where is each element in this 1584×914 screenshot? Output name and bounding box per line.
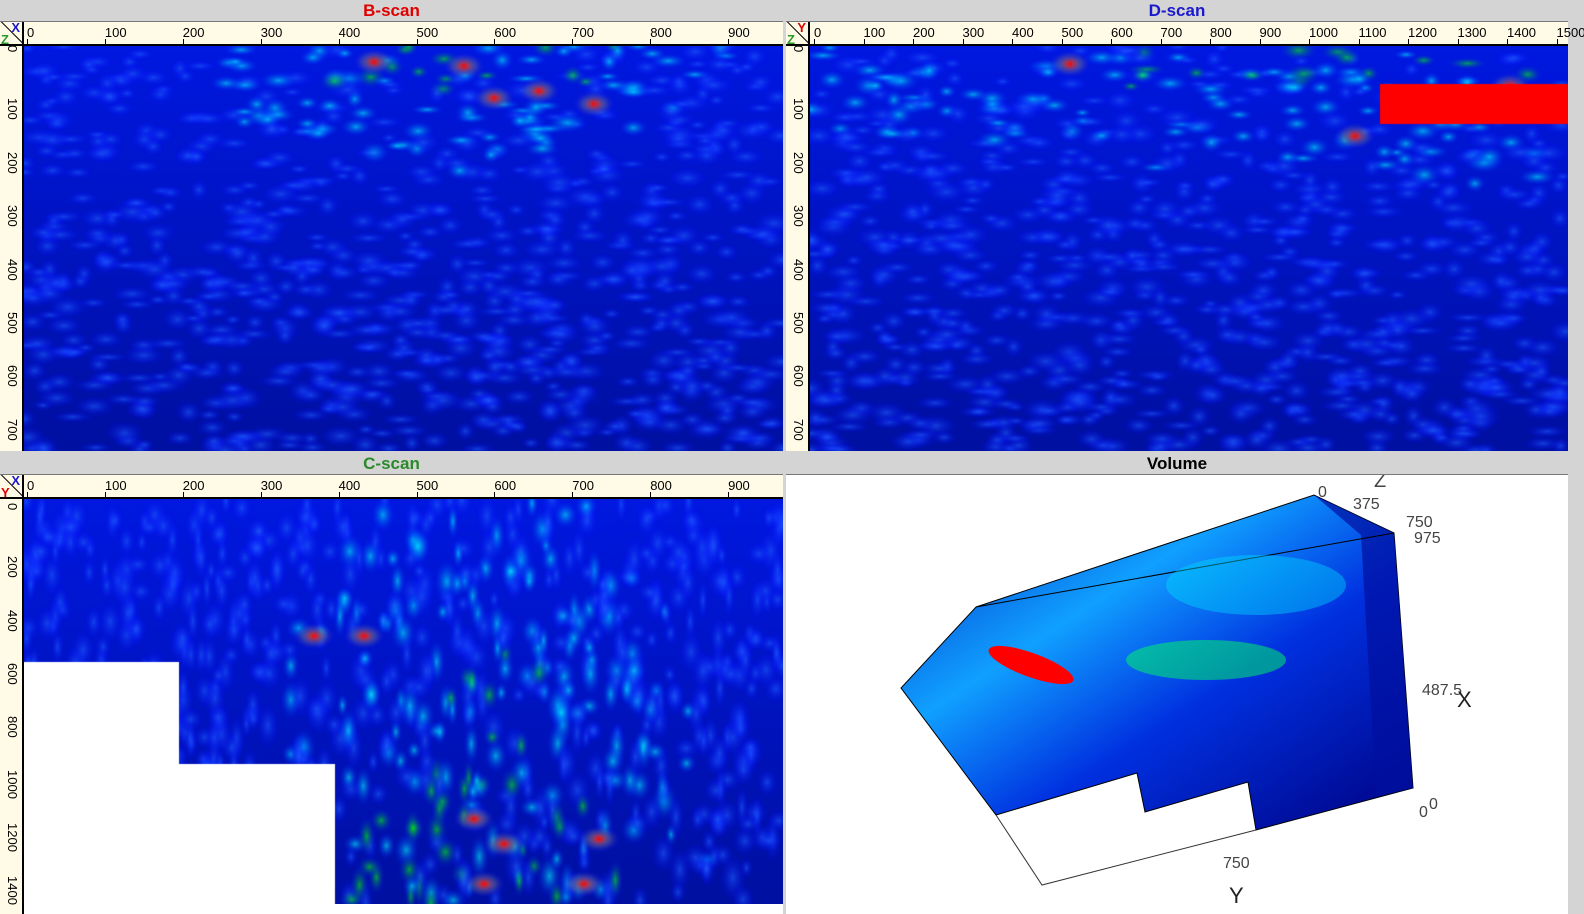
tick-label: 300 [5,205,20,227]
tick-label: 1400 [5,876,20,906]
tick-label: 200 [913,25,935,45]
tick-label: 200 [791,151,806,174]
tick-label: 100 [791,98,806,121]
tick-label: 800 [5,716,20,738]
tick-label: 1100 [1358,25,1387,45]
volume-hotspot [988,645,1074,685]
volume-edge [975,532,1395,608]
tick-label: 600 [494,478,517,498]
tick-label: 200 [182,478,205,498]
tick-label: 0 [27,478,35,498]
z-ruler: 0 100 200 300 400 500 600 700 [0,45,24,451]
bscan-title: B-scan [0,0,783,22]
tick-label: 1500 [1556,25,1584,45]
tick-label: 0 [5,45,20,53]
tick-label: 200 [5,556,20,578]
tick-label: 800 [650,25,672,45]
tick-label: 800 [650,478,672,498]
y-ruler: 0 100 200 300 400 500 600 700 800 900 1000 1100 1200… [810,22,1584,46]
x-axis-label: X [1457,687,1472,712]
tick-label: 0 [1419,804,1428,821]
z-ruler: 0 100 200 300 400 500 600 700 [786,45,810,451]
tick-label: 0 [814,25,822,45]
tick-label: 0 [1318,484,1327,501]
tick-label: 500 [1061,25,1084,45]
tick-label: 100 [104,478,127,498]
volume-title: Volume [786,453,1568,475]
tick-label: 300 [260,25,283,45]
tick-label: 375 [1353,496,1380,513]
tick-label: 750 [1406,514,1433,531]
tick-label: 900 [1259,25,1282,45]
tick-label: 700 [1160,25,1183,45]
tick-label: 500 [416,478,439,498]
tick-label: 900 [728,25,750,45]
dscan-title: D-scan [786,0,1568,22]
tick-label: 300 [260,478,283,498]
cscan-title: C-scan [0,453,783,475]
tick-label: 200 [5,151,20,174]
bscan-image[interactable] [24,46,783,451]
tick-label: 1000 [1309,25,1338,45]
tick-label: 600 [5,662,20,685]
tick-label: 300 [962,25,985,45]
y-axis-label: Y [1229,883,1244,908]
tick-label: 975 [1414,530,1441,547]
tick-label: 400 [1012,25,1034,45]
tick-label: 1200 [1408,25,1437,45]
tick-label: 0 [791,45,806,53]
tick-label: 900 [728,478,750,498]
tick-label: 400 [5,609,20,632]
tick-label: 1400 [1507,25,1536,45]
y-ruler: 0 200 400 600 800 1000 1200 1400 [0,499,24,914]
x-ruler: 0 100 200 300 400 500 600 700 800 900 [24,22,783,46]
tick-label: 700 [572,25,594,45]
tick-label: 700 [5,418,20,441]
tick-label: 600 [5,365,20,388]
tick-label: 0 [5,503,20,511]
tick-label: 400 [338,478,361,498]
tick-label: 1300 [1457,25,1487,45]
tick-label: 400 [5,258,20,281]
tick-label: 400 [791,258,806,281]
tick-label: 100 [104,25,127,45]
tick-label: 500 [791,312,806,334]
tick-label: 1200 [5,822,20,852]
tick-label: 1000 [5,769,20,799]
tick-label: 600 [791,365,806,388]
dscan-image[interactable] [810,46,1568,451]
tick-label: 600 [1111,25,1133,45]
tick-label: 100 [863,25,886,45]
volume-base-outline [995,814,1257,886]
tick-label: 800 [1210,25,1232,45]
tick-label: 750 [1223,855,1250,872]
tick-label: 0 [1429,796,1438,813]
tick-label: 100 [5,98,20,121]
tick-label: 500 [5,312,20,334]
tick-label: 400 [338,25,361,45]
z-axis-label: Z [1374,475,1386,492]
cscan-image[interactable] [24,499,783,904]
x-ruler: 0 100 200 300 400 500 600 700 800 900 [24,475,783,499]
tick-label: 600 [494,25,517,45]
volume-front-face [1314,495,1413,797]
tick-label: 200 [182,25,205,45]
tick-label: 0 [27,25,35,45]
tick-label: 700 [572,478,594,498]
tick-label: 300 [791,205,806,227]
volume-panel[interactable]: Volume Z 0 375 750 975 487.5 X 0 0 750 Y [786,453,1568,914]
tick-label: 700 [791,418,806,441]
tick-label: 487.5 [1422,682,1462,699]
tick-label: 500 [416,25,439,45]
volume-3d-view[interactable]: Z 0 375 750 975 487.5 X 0 0 750 Y [786,475,1568,914]
